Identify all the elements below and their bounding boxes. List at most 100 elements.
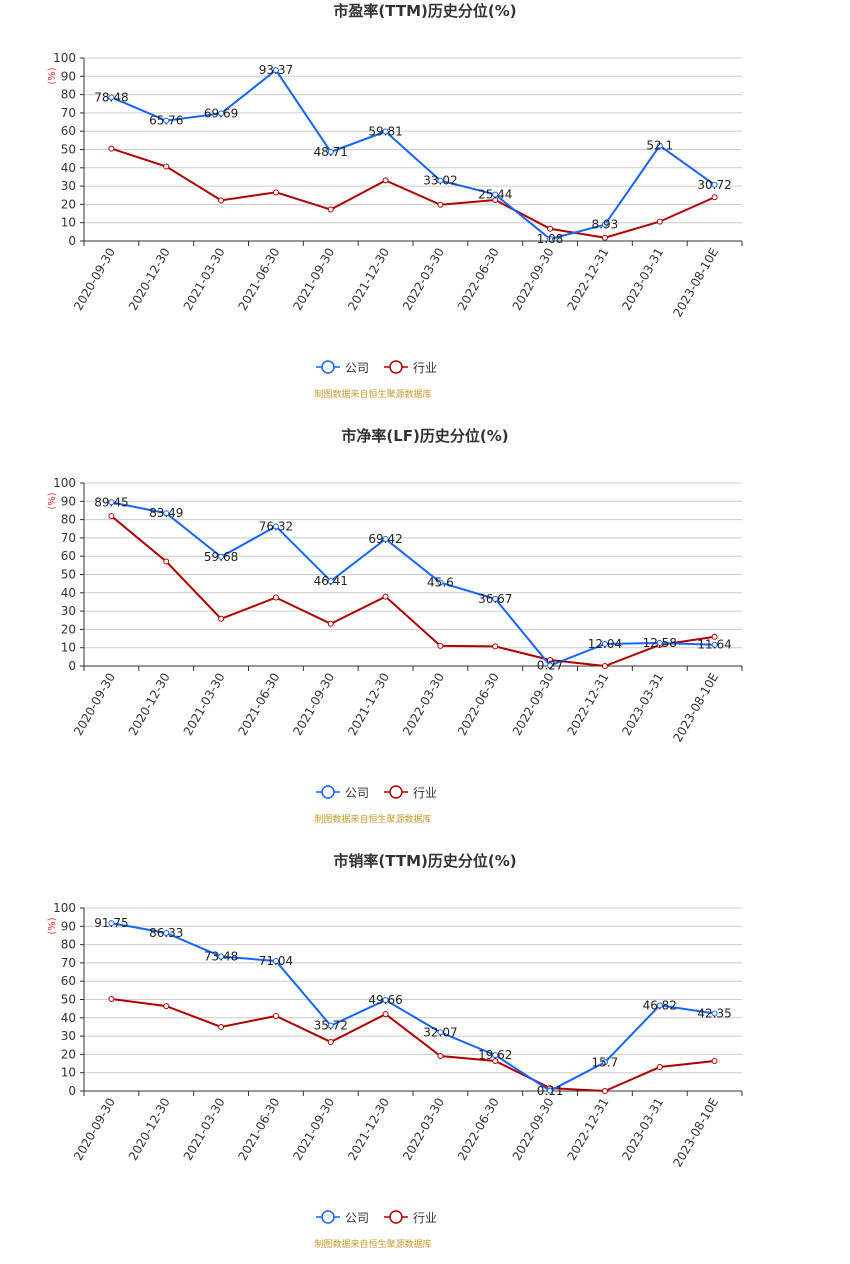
svg-text:公司: 公司 xyxy=(345,1211,369,1225)
x-tick-label: 2022-03-30 xyxy=(400,1096,447,1163)
data-point xyxy=(656,1064,663,1071)
data-point xyxy=(711,1010,718,1017)
data-label: 46.41 xyxy=(314,574,348,588)
data-point xyxy=(437,177,444,184)
data-point xyxy=(437,201,444,208)
x-tick-label: 2020-09-30 xyxy=(71,671,118,738)
series-line-industry xyxy=(110,515,715,668)
data-point xyxy=(547,236,554,243)
series-line-industry xyxy=(111,997,715,1093)
x-tick-label: 2022-06-30 xyxy=(455,246,502,313)
data-point xyxy=(327,1022,334,1029)
data-label: 48.71 xyxy=(314,145,348,159)
data-label: 71.04 xyxy=(259,954,293,968)
data-label: 15.7 xyxy=(592,1055,619,1069)
x-tick-label: 2023-03-31 xyxy=(619,246,666,313)
data-label: 45.6 xyxy=(427,576,454,590)
data-point xyxy=(108,145,115,152)
data-point xyxy=(547,656,554,663)
data-label: 30.72 xyxy=(697,178,731,192)
legend-marker-icon xyxy=(389,785,403,799)
y-tick-label: 80 xyxy=(61,513,76,527)
data-point xyxy=(601,234,608,241)
y-tick-label: 100 xyxy=(53,51,76,65)
data-label: 11.64 xyxy=(697,638,731,652)
data-point xyxy=(492,643,499,650)
data-point xyxy=(108,513,115,520)
x-tick-label: 2021-03-30 xyxy=(181,246,228,313)
y-tick-label: 90 xyxy=(61,69,76,83)
data-point xyxy=(547,662,554,669)
data-point xyxy=(108,995,115,1002)
x-tick-label: 2023-03-31 xyxy=(619,1096,666,1163)
data-label: 49.66 xyxy=(368,993,402,1007)
legend-item-company[interactable]: 公司 xyxy=(316,1210,369,1225)
x-tick-label: 2020-12-30 xyxy=(126,246,173,313)
data-point xyxy=(547,1087,554,1094)
y-tick-label: 0 xyxy=(68,659,76,673)
data-point xyxy=(382,535,389,542)
x-tick-label: 2022-06-30 xyxy=(455,1096,502,1163)
data-label: 1.08 xyxy=(537,232,564,246)
y-tick-label: 10 xyxy=(61,641,76,655)
data-point xyxy=(327,578,334,585)
source-note: 制图数据来自恒生聚源数据库 xyxy=(314,813,431,825)
data-point xyxy=(492,1057,499,1064)
source-note: 制图数据来自恒生聚源数据库 xyxy=(314,1238,431,1250)
data-label: 89.45 xyxy=(94,495,128,509)
data-point xyxy=(272,523,279,530)
data-label: 59.81 xyxy=(368,125,402,139)
data-point xyxy=(163,510,170,517)
data-label: 86.33 xyxy=(149,926,183,940)
data-label: 42.35 xyxy=(697,1006,731,1020)
data-point xyxy=(382,1011,389,1018)
data-point xyxy=(711,194,718,201)
data-point xyxy=(437,1029,444,1036)
x-tick-label: 2021-06-30 xyxy=(236,246,283,313)
x-tick-label: 2022-09-30 xyxy=(510,1096,557,1163)
data-label: 52.1 xyxy=(646,139,673,153)
x-tick-label: 2021-09-30 xyxy=(290,1096,337,1163)
legend-item-company[interactable]: 公司 xyxy=(316,360,369,375)
data-label: 69.69 xyxy=(204,106,238,120)
data-point xyxy=(382,177,389,184)
y-tick-label: 60 xyxy=(61,124,76,138)
y-tick-label: 70 xyxy=(61,531,76,545)
y-tick-label: 30 xyxy=(61,179,76,193)
chart-3: 市销率(TTM)历史分位(%) (%) 0 10 20 30 40 50 60 70 80 90 100… xyxy=(47,852,743,1250)
x-tick-label: 2022-03-30 xyxy=(400,246,447,313)
data-point xyxy=(218,615,225,622)
y-axis-unit: (%) xyxy=(47,917,58,934)
y-tick-label: 40 xyxy=(61,586,76,600)
y-tick-label: 40 xyxy=(61,161,76,175)
legend-item-industry[interactable]: 行业 xyxy=(384,785,437,800)
data-point xyxy=(327,206,334,213)
x-tick-label: 2023-08-10E xyxy=(670,246,721,320)
legend-item-industry[interactable]: 行业 xyxy=(384,1210,437,1225)
x-tick-label: 2021-03-30 xyxy=(181,1096,228,1163)
y-tick-label: 70 xyxy=(61,106,76,120)
y-axis-unit: (%) xyxy=(47,492,58,509)
chart-2: 市净率(LF)历史分位(%) (%) 0 10 20 30 40 50 60 70 80 90 100 2… xyxy=(47,427,743,825)
data-label: 59.68 xyxy=(204,550,238,564)
y-tick-label: 90 xyxy=(61,494,76,508)
data-point xyxy=(327,620,334,627)
data-point xyxy=(163,1003,170,1010)
svg-text:公司: 公司 xyxy=(345,361,369,375)
y-tick-label: 80 xyxy=(61,88,76,102)
data-point xyxy=(272,594,279,601)
data-label: 65.76 xyxy=(149,114,183,128)
data-point xyxy=(272,957,279,964)
legend-item-company[interactable]: 公司 xyxy=(316,785,369,800)
x-tick-label: 2022-12-31 xyxy=(565,246,612,313)
data-point xyxy=(218,110,225,117)
chart-title: 市盈率(TTM)历史分位(%) xyxy=(333,2,516,20)
y-tick-label: 10 xyxy=(61,1066,76,1080)
y-tick-label: 20 xyxy=(61,1047,76,1061)
data-label: 8.93 xyxy=(592,218,619,232)
data-label: 0.11 xyxy=(537,1084,564,1098)
x-tick-label: 2022-09-30 xyxy=(510,246,557,313)
y-tick-label: 60 xyxy=(61,974,76,988)
x-tick-label: 2021-12-30 xyxy=(345,246,392,313)
legend-item-industry[interactable]: 行业 xyxy=(384,360,437,375)
